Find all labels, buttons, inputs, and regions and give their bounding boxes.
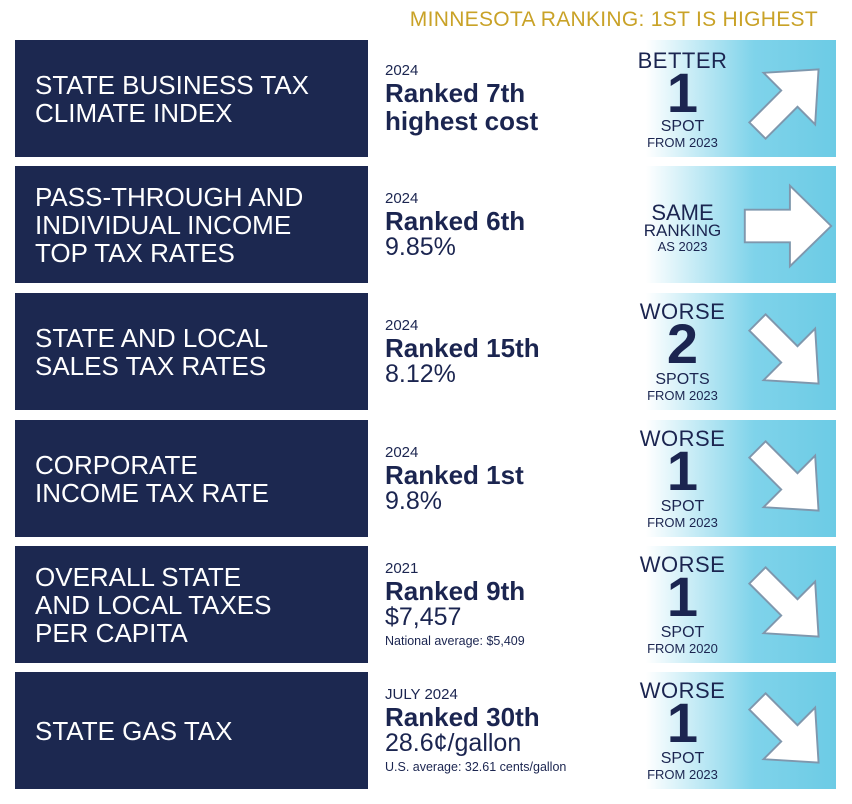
- change-unit: SPOT: [660, 498, 705, 515]
- ranking-row: CORPORATE INCOME TAX RATE 2024 Ranked 1s…: [15, 420, 836, 537]
- change-badge: BETTER 1 SPOT FROM 2023: [620, 40, 836, 157]
- ranking-row: STATE GAS TAX JULY 2024 Ranked 30th 28.6…: [15, 672, 836, 789]
- category-box: STATE BUSINESS TAX CLIMATE INDEX: [15, 40, 368, 157]
- page-title: MINNESOTA RANKING: 1ST IS HIGHEST: [409, 8, 818, 31]
- category-box: STATE AND LOCAL SALES TAX RATES: [15, 293, 368, 410]
- category-label: CORPORATE INCOME TAX RATE: [35, 449, 270, 508]
- rank-info: 2024 Ranked 15th 8.12%: [385, 293, 625, 410]
- rank-value: 8.12%: [385, 359, 456, 388]
- rank-year: 2024: [385, 316, 419, 334]
- change-badge: SAME RANKING AS 2023: [620, 166, 836, 283]
- arrow-down-right-icon: [747, 312, 820, 385]
- rank-year: 2024: [385, 443, 419, 461]
- category-box: CORPORATE INCOME TAX RATE: [15, 420, 368, 537]
- rank-year: 2021: [385, 560, 419, 577]
- category-label: STATE GAS TAX: [35, 715, 233, 746]
- category-box: OVERALL STATE AND LOCAL TAXES PER CAPITA: [15, 546, 368, 663]
- category-label: OVERALL STATE AND LOCAL TAXES PER CAPITA: [35, 561, 272, 648]
- change-number: 1: [666, 565, 699, 628]
- change-unit: SPOT: [660, 118, 705, 135]
- change-unit: SPOT: [660, 750, 705, 767]
- arrow-down-right-icon: [747, 691, 820, 764]
- rank-text: Ranked 30th: [385, 702, 540, 732]
- change-unit: RANKING: [643, 221, 722, 240]
- arrow-down-right-icon: [747, 439, 820, 512]
- change-unit: SPOTS: [655, 371, 710, 388]
- rank-year: JULY 2024: [385, 686, 458, 703]
- rank-info: 2024 Ranked 7th highest cost: [385, 40, 625, 157]
- change-word: BETTER: [637, 48, 728, 73]
- ranking-row: PASS-THROUGH AND INDIVIDUAL INCOME TOP T…: [15, 166, 836, 283]
- ranking-row: OVERALL STATE AND LOCAL TAXES PER CAPITA…: [15, 546, 836, 663]
- change-word: WORSE: [639, 299, 726, 324]
- rank-value: 9.8%: [385, 486, 442, 515]
- change-from: FROM 2020: [647, 641, 718, 656]
- rank-note: U.S. average: 32.61 cents/gallon: [385, 760, 567, 774]
- change-number: 1: [666, 61, 699, 124]
- ranking-row: STATE AND LOCAL SALES TAX RATES 2024 Ran…: [15, 293, 836, 410]
- rank-text: Ranked 6th: [385, 205, 526, 236]
- arrow-right-icon: [743, 183, 833, 269]
- category-label: PASS-THROUGH AND INDIVIDUAL INCOME TOP T…: [35, 181, 304, 268]
- change-number: 2: [666, 312, 699, 375]
- rank-text: Ranked 9th: [385, 576, 526, 606]
- change-word: WORSE: [639, 552, 726, 577]
- change-from: FROM 2023: [647, 388, 718, 403]
- rank-value: 9.85%: [385, 232, 456, 261]
- rank-value: $7,457: [385, 603, 462, 631]
- rank-info: 2024 Ranked 6th 9.85%: [385, 166, 625, 283]
- arrow-up-right-icon: [747, 68, 820, 141]
- change-badge: WORSE 1 SPOT FROM 2023: [620, 672, 836, 789]
- rank-note: National average: $5,409: [385, 634, 525, 648]
- ranking-row: STATE BUSINESS TAX CLIMATE INDEX 2024 Ra…: [15, 40, 836, 157]
- category-box: PASS-THROUGH AND INDIVIDUAL INCOME TOP T…: [15, 166, 368, 283]
- rank-text: Ranked 7th highest cost: [385, 78, 539, 136]
- category-label: STATE BUSINESS TAX CLIMATE INDEX: [35, 69, 310, 128]
- rank-info: 2021 Ranked 9th $7,457 National average:…: [385, 546, 625, 663]
- rank-year: 2024: [385, 189, 419, 207]
- rank-value: 28.6¢/gallon: [385, 729, 522, 757]
- change-badge: WORSE 2 SPOTS FROM 2023: [620, 293, 836, 410]
- change-word: SAME: [651, 200, 714, 225]
- change-word: WORSE: [639, 426, 726, 451]
- change-from: AS 2023: [657, 239, 708, 254]
- change-from: FROM 2023: [647, 515, 718, 530]
- rank-year: 2024: [385, 62, 419, 79]
- category-label: STATE AND LOCAL SALES TAX RATES: [35, 322, 269, 381]
- change-number: 1: [666, 439, 699, 502]
- change-badge: WORSE 1 SPOT FROM 2023: [620, 420, 836, 537]
- change-number: 1: [666, 691, 699, 754]
- rank-text: Ranked 1st: [385, 459, 524, 490]
- rank-info: JULY 2024 Ranked 30th 28.6¢/gallon U.S. …: [385, 672, 625, 789]
- change-from: FROM 2023: [647, 135, 718, 150]
- rank-info: 2024 Ranked 1st 9.8%: [385, 420, 625, 537]
- change-unit: SPOT: [660, 624, 705, 641]
- change-from: FROM 2023: [647, 767, 718, 782]
- change-word: WORSE: [639, 678, 726, 703]
- arrow-down-right-icon: [747, 565, 820, 638]
- rank-text: Ranked 15th: [385, 332, 540, 363]
- category-box: STATE GAS TAX: [15, 672, 368, 789]
- change-badge: WORSE 1 SPOT FROM 2020: [620, 546, 836, 663]
